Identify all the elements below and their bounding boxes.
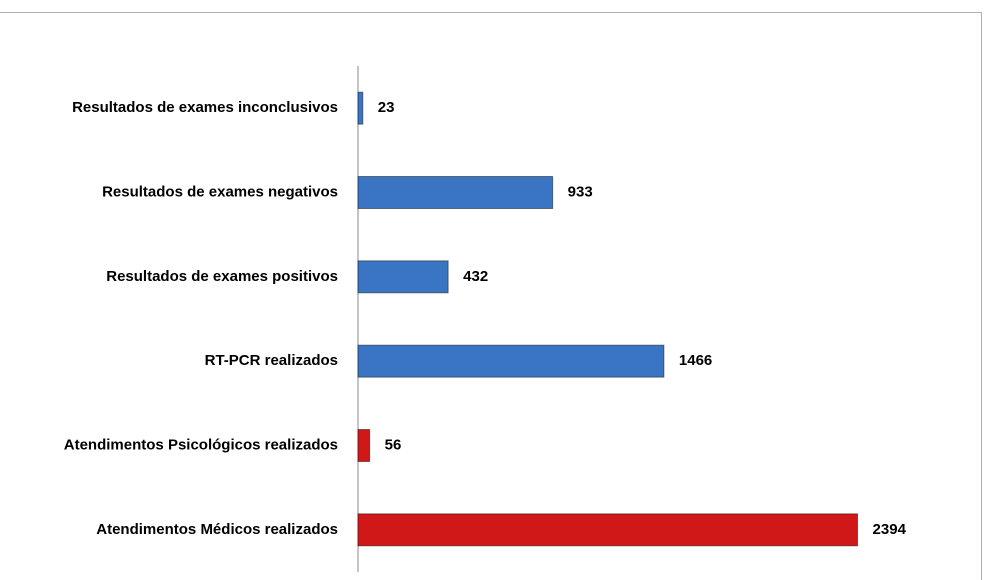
value-label: 1466 [679, 352, 712, 369]
value-label: 2394 [873, 521, 907, 538]
chart-frame [0, 12, 982, 580]
bar [357, 429, 371, 462]
category-label: Resultados de exames positivos [106, 268, 338, 285]
category-label: RT-PCR realizados [205, 352, 338, 369]
bar [357, 513, 859, 547]
category-label: Resultados de exames inconclusivos [72, 99, 338, 116]
category-label: Atendimentos Psicológicos realizados [64, 436, 338, 453]
category-label: Resultados de exames negativos [102, 183, 338, 200]
value-label: 56 [385, 436, 402, 453]
bar [357, 91, 364, 125]
value-label: 933 [568, 183, 593, 200]
bar [357, 176, 554, 209]
value-label: 23 [378, 99, 395, 116]
bar [357, 260, 449, 294]
category-label: Atendimentos Médicos realizados [96, 521, 338, 538]
value-label: 432 [463, 268, 488, 285]
bar [357, 344, 665, 378]
